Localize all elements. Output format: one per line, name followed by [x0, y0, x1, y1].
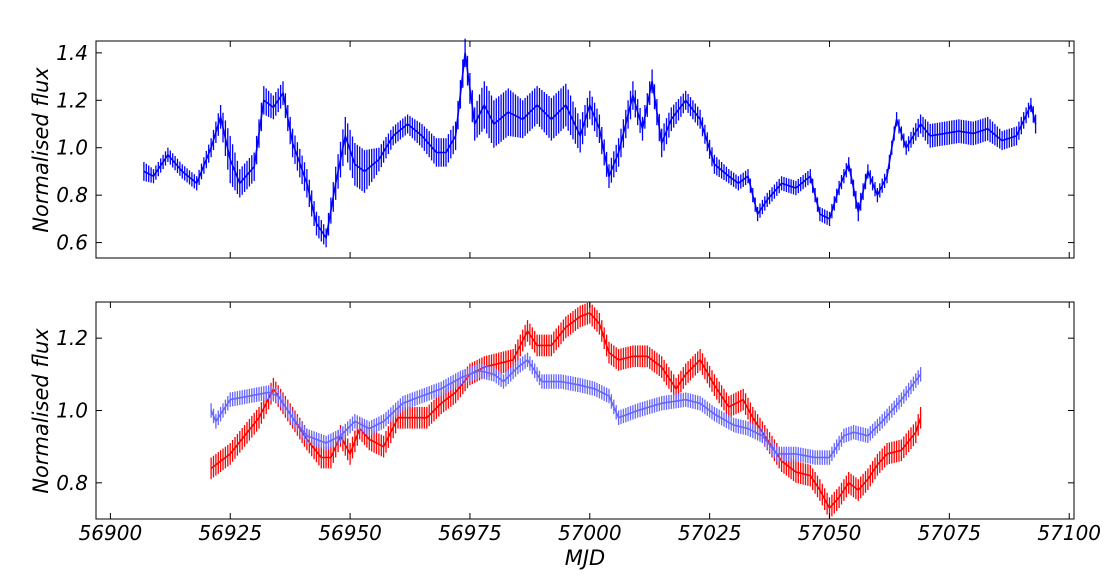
top-panel: 0.6 0.8 1.0 1.2 1.4 Normalised flux	[29, 38, 1075, 259]
bottom-panel: 0.8 1.0 1.2 56900 56925 56950 56975 57000 57025 5…	[29, 301, 1101, 570]
bottom-panel-ylabel: Normalised flux	[29, 328, 53, 494]
x-tick-label: 56950	[318, 521, 382, 545]
series-0-error-bars	[143, 38, 1037, 248]
y-tick-label: 0.8	[56, 183, 88, 207]
y-tick-label: 1.0	[56, 399, 88, 423]
x-tick-label: 56925	[198, 521, 262, 545]
series-1-error-bars	[210, 352, 922, 465]
y-tick-label: 1.4	[56, 41, 88, 65]
series-0-error-bars	[210, 302, 922, 519]
y-tick-label: 0.8	[56, 471, 88, 495]
x-tick-label: 57000	[558, 521, 622, 545]
bottom-panel-ticks: 0.8 1.0 1.2 56900 56925 56950 56975 57000 57025 5…	[56, 302, 1101, 545]
bottom-panel-data	[210, 302, 922, 519]
x-axis-label: MJD	[565, 546, 605, 570]
series-0	[143, 38, 1037, 248]
x-tick-label: 57100	[1037, 521, 1101, 545]
top-panel-frame	[95, 40, 1075, 259]
x-tick-label: 57075	[918, 521, 982, 545]
bottom-panel-frame	[95, 301, 1075, 520]
y-tick-label: 1.2	[56, 88, 88, 112]
top-panel-data	[143, 38, 1037, 248]
x-tick-label: 57050	[798, 521, 862, 545]
series-0-line	[143, 52, 1037, 240]
series-0-line	[210, 311, 922, 510]
series-1-line	[210, 358, 922, 459]
y-tick-label: 0.6	[56, 231, 88, 255]
series-0	[210, 302, 922, 519]
top-panel-ylabel: Normalised flux	[29, 67, 53, 233]
y-tick-label: 1.2	[56, 326, 88, 350]
x-tick-label: 57025	[678, 521, 742, 545]
series-1	[210, 352, 922, 465]
y-tick-label: 1.0	[56, 136, 88, 160]
x-tick-label: 56975	[438, 521, 502, 545]
x-tick-label: 56900	[79, 521, 143, 545]
top-panel-ticks: 0.6 0.8 1.0 1.2 1.4	[56, 41, 1074, 258]
